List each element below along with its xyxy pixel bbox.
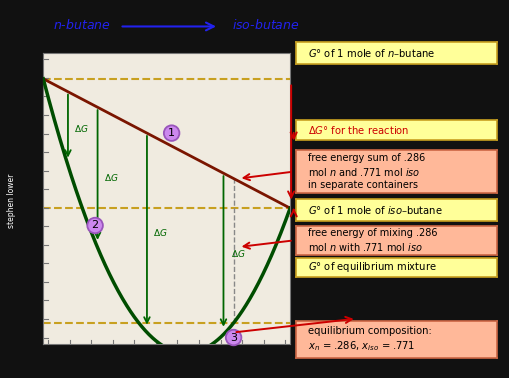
Text: $\Delta G$: $\Delta G$	[231, 248, 245, 259]
Text: $\Delta G$: $\Delta G$	[104, 172, 119, 183]
Text: $n$-butane: $n$-butane	[53, 17, 111, 32]
Text: free energy of mixing .286
mol $n$ with .771 mol $iso$: free energy of mixing .286 mol $n$ with …	[308, 228, 438, 253]
Text: 1: 1	[168, 128, 175, 138]
Text: $G°$ of equilibrium mixture: $G°$ of equilibrium mixture	[308, 260, 437, 274]
Text: stephen lower: stephen lower	[7, 173, 16, 228]
Text: equilibrium composition:
$x_n$ = .286, $x_{iso}$ = .771: equilibrium composition: $x_n$ = .286, $…	[308, 326, 432, 353]
Text: $G°$ of 1 mole of $n$–butane: $G°$ of 1 mole of $n$–butane	[308, 47, 435, 59]
Text: free energy sum of .286
mol $n$ and .771 mol $iso$
in separate containers: free energy sum of .286 mol $n$ and .771…	[308, 153, 426, 190]
Text: $\Delta G$: $\Delta G$	[74, 123, 89, 134]
Text: $\Delta G$: $\Delta G$	[153, 227, 168, 238]
Text: 2: 2	[92, 220, 99, 231]
Text: $G°$ of 1 mole of $iso$–butane: $G°$ of 1 mole of $iso$–butane	[308, 204, 443, 216]
Text: $iso$-butane: $iso$-butane	[232, 17, 299, 32]
Text: 3: 3	[230, 333, 237, 342]
Text: $\Delta G°$ for the reaction: $\Delta G°$ for the reaction	[308, 124, 410, 136]
